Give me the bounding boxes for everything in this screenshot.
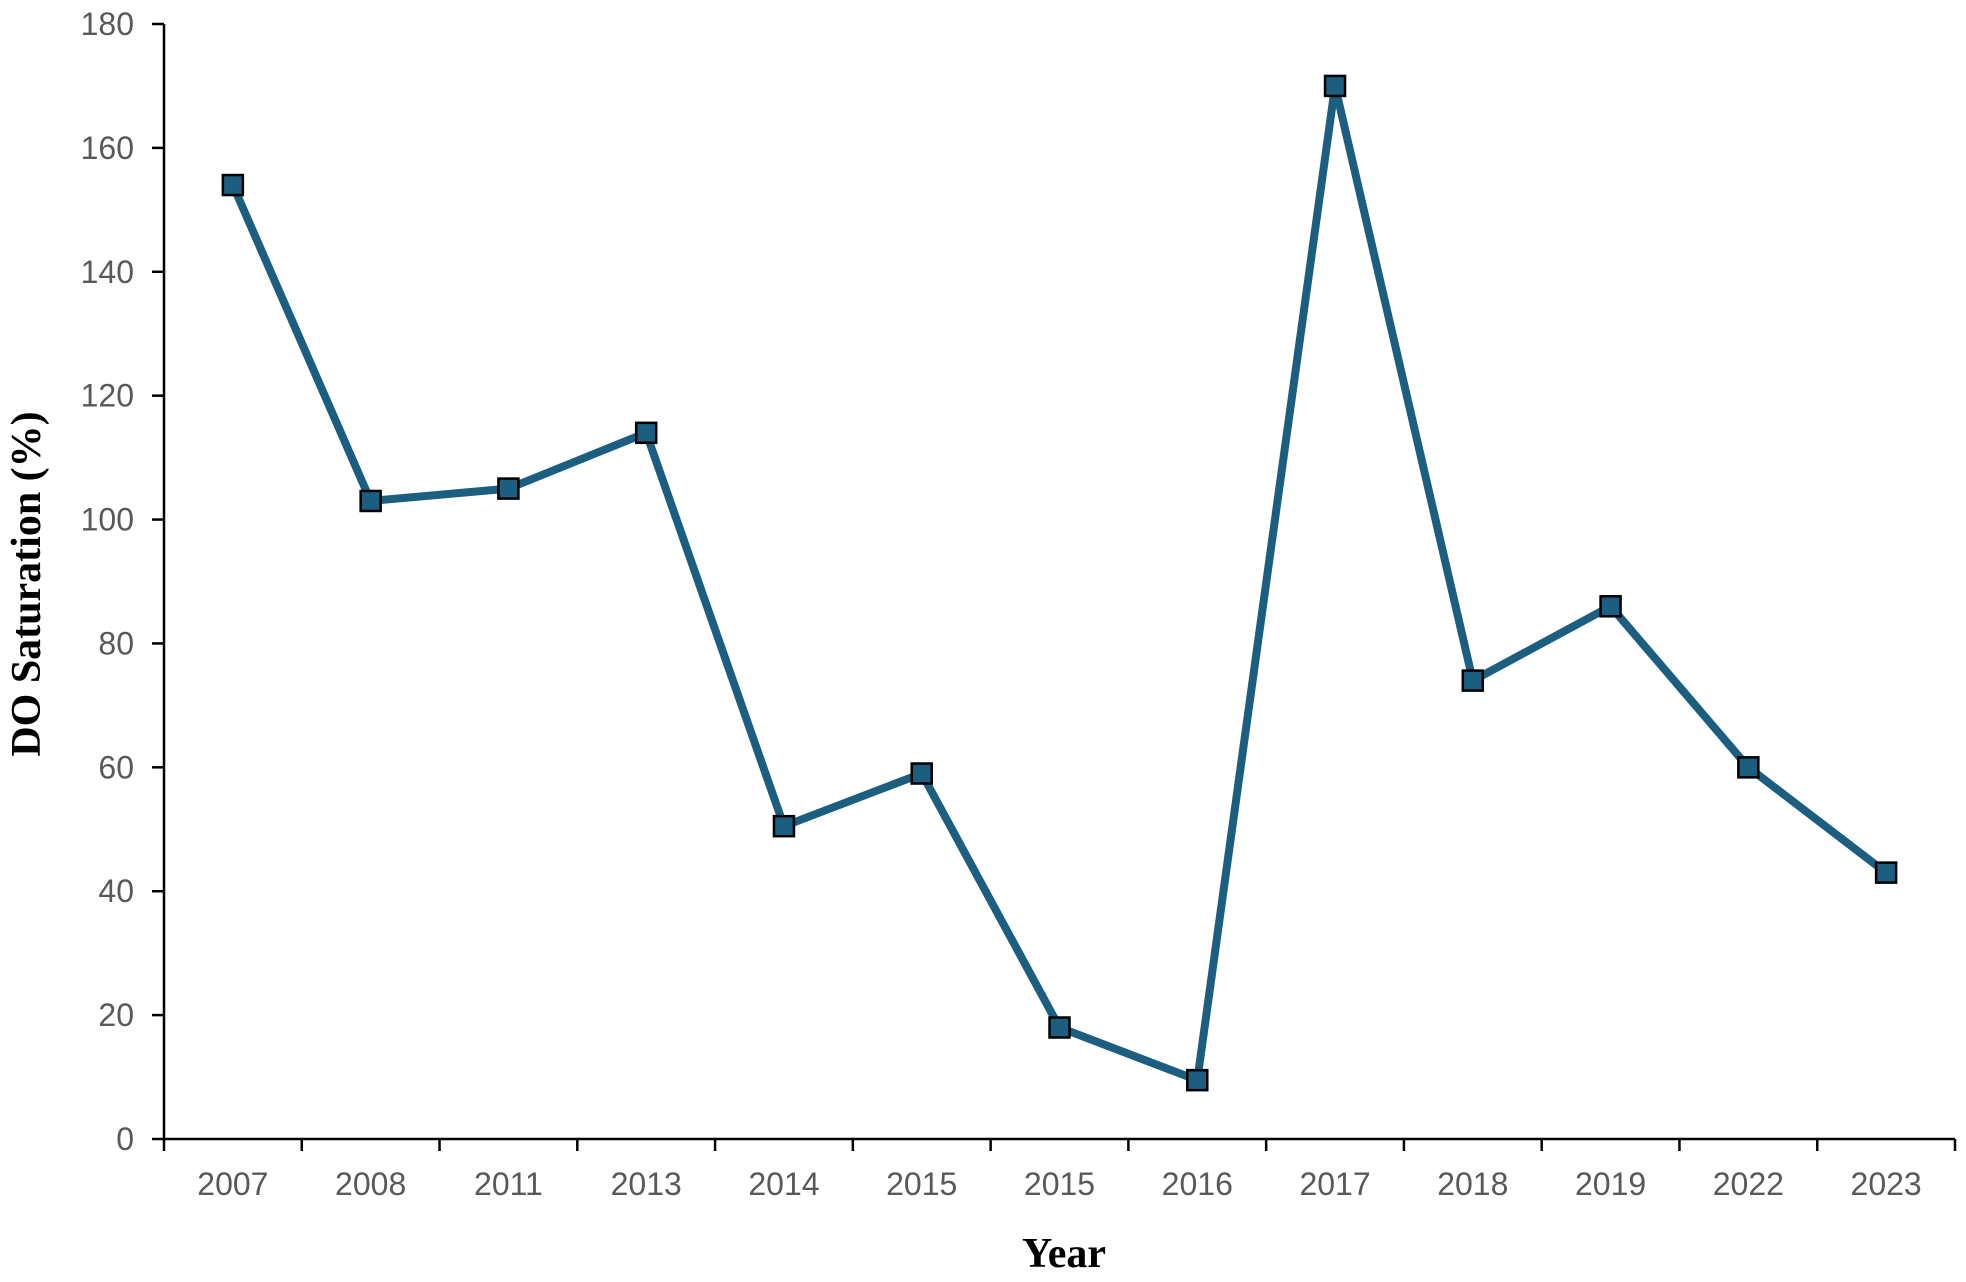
y-tick-label: 180 — [81, 6, 134, 42]
data-point — [1599, 595, 1622, 618]
x-tick-label: 2013 — [611, 1166, 682, 1202]
x-tick-label: 2008 — [335, 1166, 406, 1202]
x-tick-label: 2015 — [886, 1166, 957, 1202]
x-axis-title: Year — [1022, 1231, 1106, 1277]
series-line — [229, 81, 1889, 1085]
y-tick-label: 80 — [98, 625, 134, 661]
data-point — [1874, 861, 1898, 884]
data-point — [221, 173, 245, 197]
x-tick-label: 2015 — [1024, 1166, 1095, 1202]
y-tick-label: 160 — [81, 130, 134, 166]
x-tick-label: 2007 — [197, 1166, 268, 1202]
y-tick-label: 140 — [81, 254, 134, 290]
x-tick-label: 2022 — [1713, 1166, 1784, 1202]
y-tick-label: 20 — [98, 997, 134, 1033]
data-point — [772, 814, 796, 838]
x-tick-label: 2016 — [1162, 1166, 1233, 1202]
data-point — [1737, 756, 1760, 779]
y-tick-label: 40 — [98, 873, 134, 909]
x-tick-label: 2014 — [748, 1166, 819, 1202]
x-tick-label: 2019 — [1575, 1166, 1646, 1202]
data-point — [1323, 74, 1347, 98]
y-axis: 0 20 40 60 80 100 120 140 160 180 — [81, 6, 166, 1157]
x-tick-label: 2023 — [1851, 1166, 1922, 1202]
x-axis: 2007 2008 2011 2013 2014 2015 2015 2016 2017 2018… — [162, 1137, 1957, 1202]
plot-area — [221, 74, 1898, 1092]
data-point — [634, 421, 658, 445]
data-point — [1186, 1068, 1209, 1092]
y-tick-label: 120 — [81, 378, 134, 414]
data-point — [910, 762, 933, 785]
y-tick-label: 0 — [116, 1121, 134, 1157]
x-tick-label: 2018 — [1437, 1166, 1508, 1202]
x-tick-label: 2017 — [1299, 1166, 1370, 1202]
y-tick-label: 60 — [98, 749, 134, 785]
x-tick-label: 2011 — [474, 1166, 543, 1202]
data-point — [1461, 669, 1485, 692]
data-point — [359, 489, 382, 513]
data-point — [497, 477, 520, 500]
data-point — [1048, 1016, 1071, 1039]
y-tick-label: 100 — [81, 502, 134, 538]
y-axis-title: DO Saturation (%) — [4, 411, 50, 756]
